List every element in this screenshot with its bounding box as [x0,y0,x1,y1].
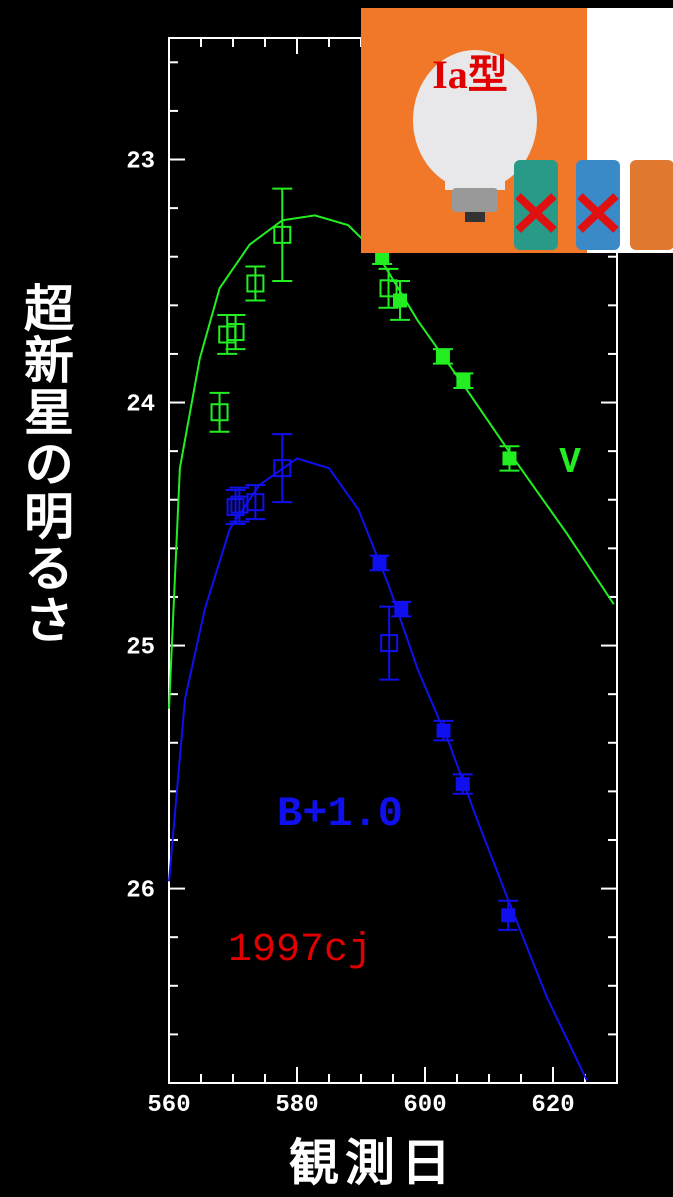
data-point [435,349,450,364]
y-tick-label: 23 [126,149,155,176]
data-point [455,777,470,792]
error-bar [245,484,266,521]
plot: 560 580 600 620 23 24 25 26 V B+1.0 1997cj 超新星の明るさ観… [16,37,618,1192]
data-point [210,403,229,422]
data-point [379,279,398,298]
inset-label: Ia型 [432,52,508,97]
data-point [226,498,245,517]
annotation: 1997cj [228,928,372,973]
data-point [436,723,451,738]
bulb-glass [413,50,537,190]
error-bar [378,267,399,309]
x-tick-label: 560 [147,1092,190,1119]
fit-curve [168,457,588,1082]
bulb-tip [465,212,485,222]
inset: Ia型 [361,8,673,253]
x-tick-label: 620 [531,1092,574,1119]
data-point [394,602,409,617]
data-point [246,493,265,512]
error-bar [245,265,266,302]
error-bar [379,605,400,681]
error-bar [272,187,293,283]
battery [630,160,673,250]
data-point [456,373,471,388]
x-tick-label: 580 [275,1092,318,1119]
error-bar [229,486,250,523]
series-label: B+1.0 [277,790,403,838]
error-bar [209,391,230,433]
x-axis-label: 観測日 [289,1134,457,1192]
series-label: V [559,442,581,483]
battery [514,160,558,250]
error-bar [225,314,246,351]
error-bar [272,433,293,504]
x-tick-label: 600 [403,1092,446,1119]
data-point [393,293,408,308]
data-point [380,634,399,653]
data-point [502,451,517,466]
y-tick-label: 25 [126,635,155,662]
y-tick-label: 24 [126,392,155,419]
y-tick-label: 26 [126,878,155,905]
battery [576,160,620,250]
data-point [273,459,292,478]
bulb-neck [445,160,505,190]
data-point [273,225,292,244]
y-axis-label: 超新星の明るさ [16,282,74,646]
data-point [226,323,245,342]
cross-marks [515,193,619,233]
data-point [501,908,516,923]
data-point [246,274,265,293]
bulb-base [452,188,498,212]
data-point [372,555,387,570]
